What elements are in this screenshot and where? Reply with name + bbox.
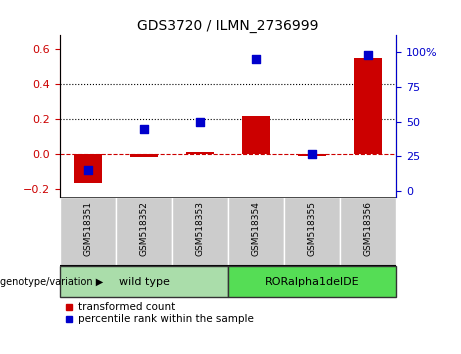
Bar: [355, 58, 383, 154]
Point: [253, 56, 260, 62]
Legend: transformed count, percentile rank within the sample: transformed count, percentile rank withi…: [65, 302, 254, 324]
Point: [309, 151, 316, 156]
Bar: [60, 198, 116, 266]
Text: GSM518351: GSM518351: [83, 201, 93, 256]
Text: genotype/variation ▶: genotype/variation ▶: [0, 276, 103, 286]
Bar: [242, 115, 270, 154]
Title: GDS3720 / ILMN_2736999: GDS3720 / ILMN_2736999: [137, 19, 319, 33]
Bar: [172, 198, 228, 266]
Bar: [284, 198, 340, 266]
Bar: [228, 266, 396, 297]
Bar: [116, 198, 172, 266]
Bar: [130, 154, 158, 157]
Bar: [186, 152, 214, 154]
Bar: [228, 198, 284, 266]
Text: GSM518352: GSM518352: [140, 201, 148, 256]
Bar: [74, 154, 102, 183]
Bar: [298, 154, 326, 156]
Text: GSM518355: GSM518355: [308, 201, 317, 256]
Bar: [340, 198, 396, 266]
Bar: [60, 266, 228, 297]
Point: [84, 167, 92, 173]
Point: [196, 119, 204, 125]
Point: [365, 52, 372, 58]
Text: GSM518353: GSM518353: [195, 201, 205, 256]
Point: [140, 126, 148, 131]
Text: RORalpha1delDE: RORalpha1delDE: [265, 276, 360, 286]
Text: GSM518356: GSM518356: [364, 201, 373, 256]
Text: wild type: wild type: [118, 276, 170, 286]
Text: GSM518354: GSM518354: [252, 201, 261, 256]
